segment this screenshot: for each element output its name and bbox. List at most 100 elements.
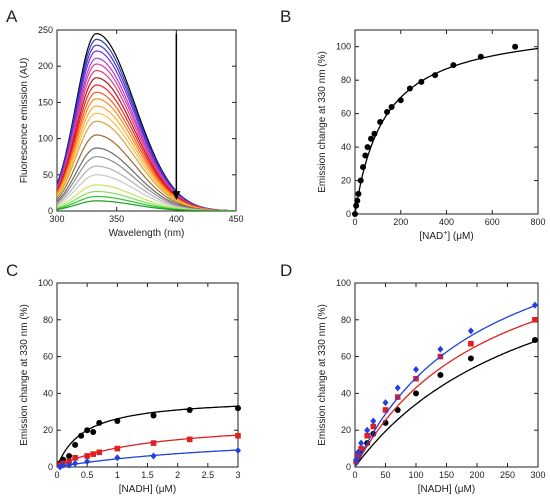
x-tick-label: 450 <box>228 214 243 224</box>
data-point <box>418 78 425 85</box>
fit-curve <box>355 319 538 467</box>
x-tick-label: 1 <box>115 470 120 480</box>
data-point <box>235 405 241 412</box>
y-tick-label: 20 <box>43 425 53 435</box>
data-point <box>84 427 91 434</box>
data-point <box>384 108 391 115</box>
data-point <box>60 461 67 469</box>
x-tick-label: 350 <box>109 214 124 224</box>
fit-curve <box>355 339 538 467</box>
x-tick-label: 2.5 <box>202 470 215 480</box>
data-point <box>364 432 370 439</box>
panel-label-a: A <box>6 7 18 26</box>
data-point <box>186 406 193 413</box>
x-tick-label: 400 <box>169 214 184 224</box>
data-point <box>355 448 362 456</box>
y-tick-label: 0 <box>48 206 53 216</box>
y-tick-label: 60 <box>43 352 53 362</box>
y-axis-label: Emission change at 330 nm (%) <box>317 304 328 446</box>
data-point <box>150 440 157 446</box>
data-point <box>66 458 72 465</box>
data-point <box>397 97 404 104</box>
x-tick-label: 400 <box>439 217 454 227</box>
data-point <box>235 432 241 439</box>
y-axis-label: Emission change at 330 nm (%) <box>317 51 328 193</box>
data-point <box>360 164 367 171</box>
x-axis-label: Wavelength (nm) <box>109 228 185 239</box>
x-tick-label: 200 <box>393 217 408 227</box>
x-axis-label-main: [NAD <box>419 231 443 242</box>
data-point <box>364 426 371 434</box>
data-point <box>353 456 360 464</box>
fit-curve <box>355 303 538 467</box>
y-axis-label: Fluorescence emission (AU) <box>19 58 30 184</box>
x-tick-label: 600 <box>485 217 500 227</box>
data-point <box>368 135 375 142</box>
y-tick-label: 200 <box>38 61 53 71</box>
spectrum-line <box>57 174 236 211</box>
data-point <box>382 407 389 413</box>
x-axis-label: [NAD+] (μM) <box>419 230 473 242</box>
y-tick-label: 50 <box>43 170 53 180</box>
data-point <box>437 345 444 353</box>
x-tick-label: 0 <box>352 470 357 480</box>
data-point <box>96 419 103 426</box>
x-tick-label: 100 <box>408 470 423 480</box>
y-tick-label: 40 <box>341 388 351 398</box>
data-point <box>512 43 519 50</box>
x-tick-label: 0 <box>352 217 357 227</box>
x-tick-label: 200 <box>469 470 484 480</box>
x-tick-label: 150 <box>439 470 454 480</box>
data-point <box>362 152 369 159</box>
y-tick-label: 150 <box>38 97 53 107</box>
data-point <box>531 301 538 309</box>
data-point <box>352 211 358 217</box>
y-tick-label: 20 <box>341 425 351 435</box>
panel-d: D 0 50 100 150 200 250 300 0 20 40 60 80 100 [NADH] (… <box>280 261 546 495</box>
plot-frame <box>354 282 539 468</box>
x-tick-label: 3 <box>235 470 240 480</box>
x-axis-label-tail: ] (μM) <box>447 231 473 242</box>
spectrum-line <box>57 190 236 211</box>
data-point <box>382 399 389 407</box>
y-tick-label: 20 <box>341 176 351 186</box>
data-point <box>358 439 365 447</box>
x-tick-label: 300 <box>530 470 545 480</box>
y-tick-label: 100 <box>336 42 351 52</box>
y-tick-label: 60 <box>341 109 351 119</box>
data-point <box>357 177 364 184</box>
data-point <box>467 327 474 335</box>
panel-c: C 0 0.5 1 1.5 2 2.5 3 0 20 40 60 80 100 [NADH] (μM) Em… <box>6 261 241 495</box>
data-point <box>78 432 85 439</box>
data-point <box>114 454 121 462</box>
data-point <box>66 452 73 459</box>
data-point <box>84 457 91 465</box>
data-point <box>413 365 419 373</box>
y-tick-label: 0 <box>346 209 351 219</box>
data-point <box>114 445 121 452</box>
data-point <box>355 453 361 459</box>
y-tick-label: 60 <box>341 352 351 362</box>
panel-label-d: D <box>280 261 292 280</box>
data-point <box>413 390 419 397</box>
data-point <box>358 445 364 452</box>
x-axis-label: [NADH] (μM) <box>418 484 475 495</box>
y-tick-label: 40 <box>43 388 53 398</box>
plot-frame <box>56 282 239 468</box>
x-tick-label: 800 <box>530 217 545 227</box>
data-point <box>353 202 360 209</box>
panel-b: B 0 200 400 600 800 0 20 40 60 80 100 [NAD+] (μM) Em… <box>280 7 546 242</box>
data-point <box>477 53 484 60</box>
data-point <box>66 461 73 469</box>
panel-a: A 300 350 400 450 0 50 100 150 200 250 Wavelength … <box>6 7 244 239</box>
x-tick-label: 1.5 <box>141 470 154 480</box>
data-point <box>186 436 193 443</box>
data-point <box>437 372 444 378</box>
data-point <box>72 441 79 448</box>
x-tick-label: 0.5 <box>81 470 94 480</box>
data-point <box>388 103 395 110</box>
data-point <box>370 417 377 425</box>
data-point <box>371 130 378 137</box>
y-tick-label: 40 <box>341 142 351 152</box>
y-tick-label: 80 <box>341 315 351 325</box>
